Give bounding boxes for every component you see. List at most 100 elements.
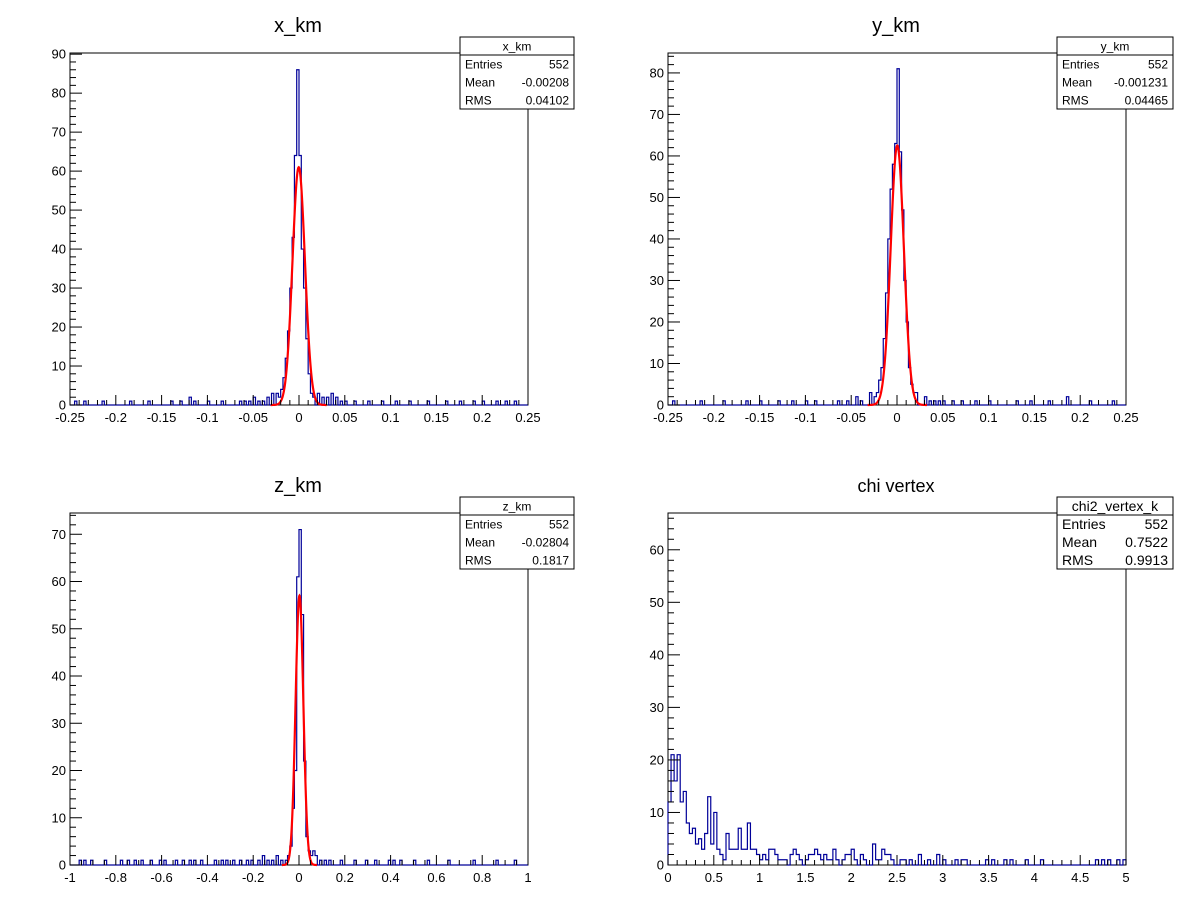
x-tick-label: 0.1 xyxy=(382,410,400,425)
y-tick-label: 20 xyxy=(650,314,664,329)
stats-label-entries: Entries xyxy=(1062,516,1106,532)
y-tick-label: 50 xyxy=(650,190,664,205)
x-tick-label: 1.5 xyxy=(796,870,814,885)
x-tick-label: -0.2 xyxy=(242,870,264,885)
y-tick-label: 80 xyxy=(650,65,664,80)
x-tick-label: 0.05 xyxy=(332,410,357,425)
x-tick-label: 0.5 xyxy=(705,870,723,885)
stats-value-entries: 552 xyxy=(549,57,569,71)
x-tick-label: 3 xyxy=(939,870,946,885)
x-tick-label: -0.6 xyxy=(150,870,172,885)
gaussian-fit-curve xyxy=(867,144,927,407)
y-tick-label: 70 xyxy=(52,527,66,542)
chart-title: chi vertex xyxy=(857,476,934,496)
x-tick-label: 0.2 xyxy=(1071,410,1089,425)
x-tick-label: 0.4 xyxy=(382,870,400,885)
y-tick-label: 30 xyxy=(650,700,664,715)
y-tick-label: 0 xyxy=(657,858,664,873)
stats-value-rms: 0.1817 xyxy=(532,553,569,567)
stats-value-mean: -0.00208 xyxy=(522,75,570,89)
stats-box-frame xyxy=(459,496,575,570)
stats-box: chi2_vertex_k Entries 552 Mean 0.7522 RMS 0.99… xyxy=(1056,496,1174,570)
x-tick-label: 0.2 xyxy=(473,410,491,425)
y-tick-label: 60 xyxy=(650,542,664,557)
y-tick-label: 30 xyxy=(650,273,664,288)
x-tick-label: 5 xyxy=(1122,870,1129,885)
y-tick-label: 60 xyxy=(52,164,66,179)
y-tick-label: 40 xyxy=(650,647,664,662)
x-tick-label: 4 xyxy=(1031,870,1038,885)
x-tick-label: -0.1 xyxy=(196,410,218,425)
stats-label-mean: Mean xyxy=(465,75,495,89)
stats-label-entries: Entries xyxy=(465,517,502,531)
x-tick-label: 4.5 xyxy=(1071,870,1089,885)
y-tick-label: 60 xyxy=(52,574,66,589)
y-tick-label: 10 xyxy=(52,810,66,825)
y-tick-label: 20 xyxy=(52,763,66,778)
x-tick-label: -0.25 xyxy=(55,410,85,425)
x-tick-label: -0.1 xyxy=(794,410,816,425)
chart-title: z_km xyxy=(274,475,322,497)
histogram-line xyxy=(667,754,1127,866)
x-tick-label: 2.5 xyxy=(888,870,906,885)
x-tick-label: 0.25 xyxy=(1113,410,1138,425)
histogram-line xyxy=(70,69,528,406)
y-tick-label: 40 xyxy=(52,242,66,257)
y-tick-label: 50 xyxy=(650,595,664,610)
y-tick-label: 30 xyxy=(52,716,66,731)
y-tick-label: 0 xyxy=(657,398,664,413)
x-tick-label: -0.15 xyxy=(745,410,775,425)
stats-box-name: y_km xyxy=(1101,39,1130,53)
x-tick-label: -0.05 xyxy=(238,410,268,425)
x-tick-label: 0.6 xyxy=(427,870,445,885)
x-tick-label: 1 xyxy=(524,870,531,885)
y-tick-label: 20 xyxy=(52,320,66,335)
stats-box-name: chi2_vertex_k xyxy=(1072,498,1159,514)
stats-label-rms: RMS xyxy=(465,93,492,107)
x-tick-label: -0.15 xyxy=(147,410,177,425)
y-tick-label: 10 xyxy=(650,356,664,371)
histogram-line xyxy=(668,68,1126,406)
x-tick-label: -0.8 xyxy=(105,870,127,885)
stats-value-entries: 552 xyxy=(549,517,569,531)
stats-value-entries: 552 xyxy=(1145,516,1169,532)
x-tick-label: -0.05 xyxy=(836,410,866,425)
stats-value-mean: -0.001231 xyxy=(1114,75,1168,89)
y-tick-label: 80 xyxy=(52,86,66,101)
y-tick-label: 0 xyxy=(59,858,66,873)
stats-label-mean: Mean xyxy=(1062,75,1092,89)
x-tick-label: 3.5 xyxy=(980,870,998,885)
x-tick-label: -0.25 xyxy=(653,410,683,425)
x-tick-label: -0.2 xyxy=(105,410,127,425)
histogram-pad-y_km: y_km -0.25 -0.2 -0.15 -0.1 -0.05 0 0.05 0.1 0.15 0… xyxy=(650,15,1174,425)
x-tick-label: 0 xyxy=(295,410,302,425)
x-tick-label: 0.8 xyxy=(473,870,491,885)
x-tick-label: -1 xyxy=(64,870,76,885)
x-tick-label: 0.2 xyxy=(336,870,354,885)
stats-label-rms: RMS xyxy=(465,553,492,567)
x-tick-label: 0.15 xyxy=(424,410,449,425)
stats-box-name: z_km xyxy=(503,499,532,513)
chart-title: y_km xyxy=(872,15,920,37)
stats-value-rms: 0.04465 xyxy=(1125,93,1169,107)
x-tick-label: 0 xyxy=(893,410,900,425)
stats-value-rms: 0.04102 xyxy=(526,93,570,107)
histogram-pad-x_km: x_km -0.25 -0.2 -0.15 -0.1 -0.05 0 0.05 0.1 0.15 0… xyxy=(52,15,575,425)
stats-value-mean: 0.7522 xyxy=(1125,534,1168,550)
y-tick-label: 70 xyxy=(650,107,664,122)
y-tick-label: 70 xyxy=(52,125,66,140)
gaussian-fit-curve xyxy=(281,593,317,867)
histogram-line xyxy=(70,528,528,866)
stats-value-mean: -0.02804 xyxy=(522,535,570,549)
stats-label-mean: Mean xyxy=(465,535,495,549)
stats-label-entries: Entries xyxy=(1062,57,1099,71)
x-tick-label: 2 xyxy=(848,870,855,885)
stats-box-frame xyxy=(1056,36,1174,110)
histogram-pad-z_km: z_km-1 -0.8 -0.6 -0.4 -0.2 0 0.2 0.4 0.6 0.8 10102… xyxy=(52,475,575,885)
y-tick-label: 90 xyxy=(52,47,66,62)
x-tick-label: 0 xyxy=(295,870,302,885)
